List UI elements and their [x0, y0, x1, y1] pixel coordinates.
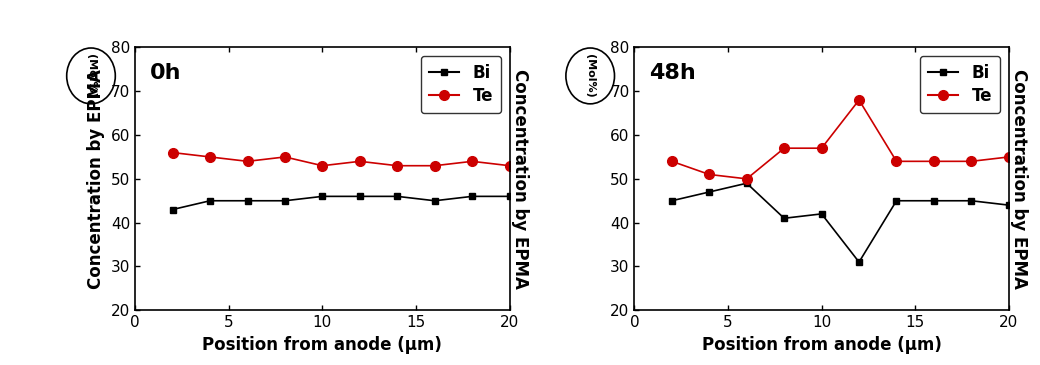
Bi: [890, 199, 903, 203]
Bi: [778, 216, 790, 220]
Bi: [1003, 203, 1015, 207]
Text: (Mol%): (Mol%): [586, 54, 595, 98]
Bi: [391, 194, 404, 199]
Bi: [815, 212, 828, 216]
X-axis label: Position from anode (μm): Position from anode (μm): [203, 336, 442, 354]
Bi: [466, 194, 478, 199]
Te: [466, 159, 478, 164]
Bi: [354, 194, 366, 199]
Te: [666, 159, 678, 164]
Bi: [503, 194, 516, 199]
Te: [428, 164, 441, 168]
Te: [279, 155, 291, 159]
Te: [928, 159, 940, 164]
Te: [703, 172, 716, 177]
Line: Te: Te: [167, 148, 515, 170]
Te: [241, 159, 254, 164]
Bi: [279, 199, 291, 203]
Te: [965, 159, 978, 164]
Bi: [166, 207, 179, 212]
Legend: Bi, Te: Bi, Te: [920, 56, 1000, 114]
Te: [503, 164, 516, 168]
Text: 48h: 48h: [649, 63, 696, 83]
Bi: [740, 181, 753, 185]
Te: [778, 146, 790, 150]
Bi: [666, 199, 678, 203]
Bi: [241, 199, 254, 203]
Te: [204, 155, 216, 159]
Te: [853, 98, 865, 102]
Bi: [853, 260, 865, 264]
Y-axis label: Concentration by EPMA: Concentration by EPMA: [87, 69, 105, 289]
Y-axis label: Concentration by EPMA: Concentration by EPMA: [1010, 69, 1029, 289]
Te: [166, 150, 179, 155]
Te: [316, 164, 329, 168]
Bi: [928, 199, 940, 203]
Te: [354, 159, 366, 164]
X-axis label: Position from anode (μm): Position from anode (μm): [702, 336, 941, 354]
Line: Bi: Bi: [170, 193, 513, 213]
Te: [391, 164, 404, 168]
Te: [890, 159, 903, 164]
Te: [740, 177, 753, 181]
Line: Bi: Bi: [669, 180, 1012, 266]
Y-axis label: Concentration by EPMA: Concentration by EPMA: [511, 69, 529, 289]
Te: [815, 146, 828, 150]
Line: Te: Te: [667, 95, 1014, 184]
Text: (Mol%): (Mol%): [86, 54, 96, 98]
Bi: [204, 199, 216, 203]
Bi: [703, 190, 716, 194]
Bi: [428, 199, 441, 203]
Legend: Bi, Te: Bi, Te: [421, 56, 501, 114]
Te: [1003, 155, 1015, 159]
Bi: [965, 199, 978, 203]
Bi: [316, 194, 329, 199]
Text: 0h: 0h: [150, 63, 182, 83]
